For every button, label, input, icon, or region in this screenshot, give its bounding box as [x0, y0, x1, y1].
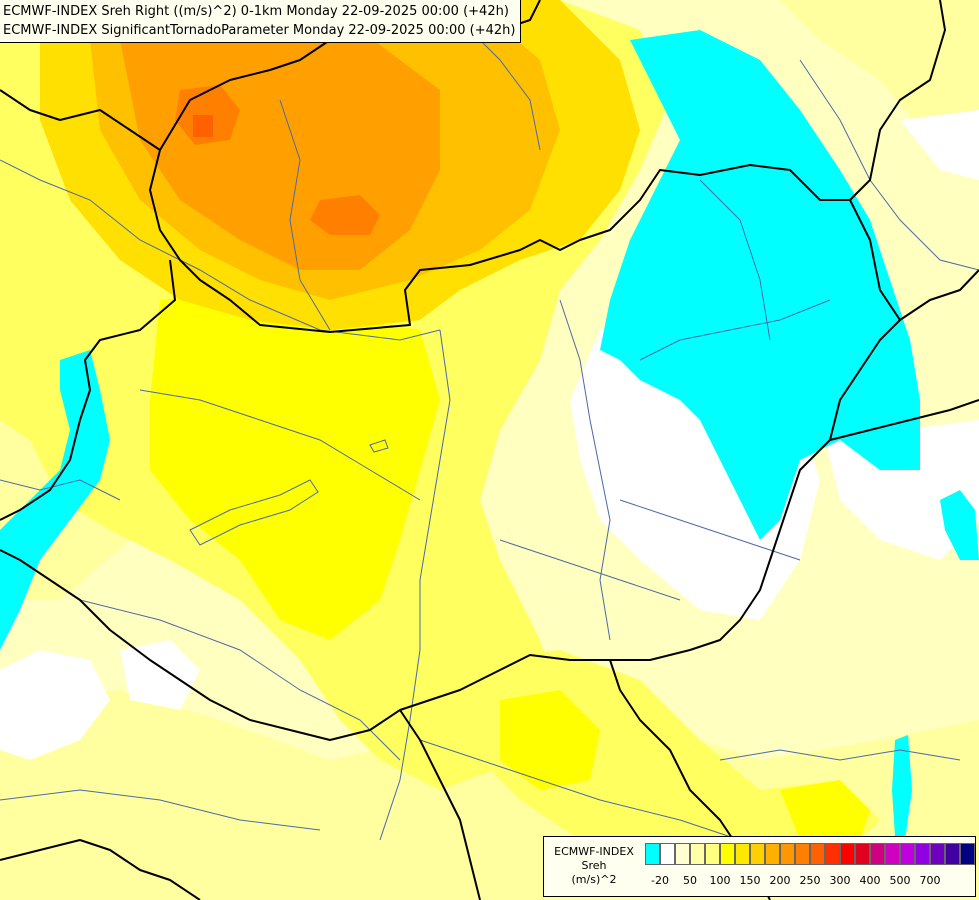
river-6 [559, 299, 611, 641]
legend-tick-label: 500 [889, 874, 911, 887]
legend-swatch [660, 843, 675, 865]
river-12 [0, 789, 321, 831]
legend-swatch [705, 843, 720, 865]
river-11 [719, 749, 961, 761]
border-southwest-corner [0, 839, 201, 900]
legend-swatch [945, 843, 960, 865]
legend-tick-label: -20 [651, 874, 669, 887]
lake-outline [189, 479, 319, 546]
legend-tick-label: 150 [739, 874, 761, 887]
field-dark-orange-2 [310, 195, 380, 235]
river-4 [139, 389, 421, 501]
map-title: ECMWF-INDEX Sreh Right ((m/s)^2) 0-1km M… [0, 0, 522, 43]
legend-swatch [825, 843, 840, 865]
title-line-2: ECMWF-INDEX SignificantTornadoParameter … [3, 23, 516, 38]
field-white-ne [900, 110, 979, 180]
field-bright-yellow-se2 [780, 780, 870, 840]
legend-tick-label: 250 [799, 874, 821, 887]
field-white-east [820, 420, 979, 560]
field-yellow-southeast [480, 650, 880, 880]
legend-swatch [690, 843, 705, 865]
river-2 [279, 99, 331, 331]
river-7 [639, 299, 831, 361]
border-north-core [0, 0, 946, 333]
river-8 [619, 499, 801, 561]
legend-swatch [780, 843, 795, 865]
river-10 [419, 739, 741, 841]
river-16 [799, 59, 979, 271]
border-south-west [399, 709, 481, 900]
legend-swatch [765, 843, 780, 865]
legend-swatch [840, 843, 855, 865]
title-line-1: ECMWF-INDEX Sreh Right ((m/s)^2) 0-1km M… [3, 4, 509, 19]
river-5 [79, 599, 401, 761]
legend-swatches [645, 843, 975, 865]
field-white-s [120, 640, 200, 710]
field-white-sw [0, 650, 110, 760]
legend-unit: (m/s)^2 [571, 873, 617, 886]
field-red-orange-spot [193, 115, 213, 137]
legend-swatch [930, 843, 945, 865]
field-bright-yellow-se [500, 690, 600, 790]
rivers [0, 19, 979, 841]
legend-tick-label: 400 [859, 874, 881, 887]
field-cyan-west-band [0, 350, 110, 650]
legend-swatch [960, 843, 975, 865]
river-1 [0, 159, 441, 341]
legend-ticks: -20 50 100 150 200 250 300 400 500 700 [645, 874, 975, 890]
field-bright-yellow [150, 290, 440, 640]
field-cyan-northeast [600, 30, 920, 540]
color-legend: ECMWF-INDEX Sreh (m/s)^2 -20 50 100 150 200 2… [543, 836, 976, 897]
legend-swatch [795, 843, 810, 865]
border-east-edge [899, 269, 979, 321]
legend-tick-label: 50 [683, 874, 697, 887]
river-13 [499, 539, 681, 601]
legend-swatch [735, 843, 750, 865]
legend-swatch [750, 843, 765, 865]
legend-model: ECMWF-INDEX [554, 845, 634, 858]
legend-tick-label: 300 [829, 874, 851, 887]
legend-swatch [720, 843, 735, 865]
legend-swatch [885, 843, 900, 865]
legend-param: Sreh [581, 859, 607, 872]
river-9 [699, 179, 771, 341]
legend-label: ECMWF-INDEX Sreh (m/s)^2 [544, 845, 644, 887]
border-west [0, 259, 176, 521]
river-3 [379, 329, 451, 841]
legend-swatch [675, 843, 690, 865]
border-far-east [829, 399, 979, 441]
legend-swatch [870, 843, 885, 865]
legend-swatch [645, 843, 660, 865]
legend-swatch [915, 843, 930, 865]
river-15 [0, 479, 121, 501]
legend-swatch [810, 843, 825, 865]
lake-outline-2 [369, 439, 389, 453]
border-east [0, 199, 901, 741]
field-cyan-east-spot [940, 490, 979, 560]
legend-tick-label: 700 [919, 874, 941, 887]
legend-swatch [900, 843, 915, 865]
legend-tick-label: 200 [769, 874, 791, 887]
field-light-yellow-east [780, 0, 979, 150]
legend-swatch [855, 843, 870, 865]
field-cyan-se-strip [892, 735, 912, 840]
legend-tick-label: 100 [709, 874, 731, 887]
